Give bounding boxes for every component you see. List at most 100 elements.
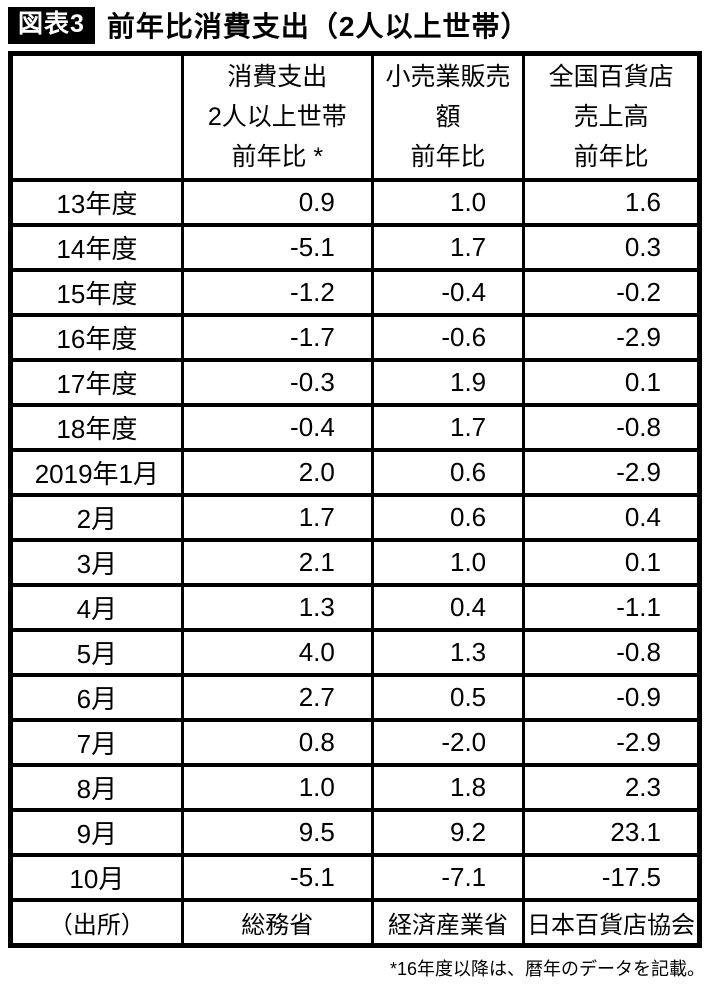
table-row: 14年度 -5.1 1.7 0.3: [9, 223, 701, 272]
value-cell: -1.2: [180, 268, 374, 317]
value-cell: 1.0: [180, 763, 374, 812]
table-row: 8月 1.0 1.8 2.3: [9, 763, 701, 812]
value-cell: -0.8: [522, 403, 701, 452]
row-label: 4月: [9, 583, 184, 632]
table-row: 13年度 0.9 1.0 1.6: [9, 178, 701, 227]
row-label: 10月: [9, 853, 184, 902]
table-row: 3月 2.1 1.0 0.1: [9, 538, 701, 587]
table-row: 2019年1月 2.0 0.6 -2.9: [9, 448, 701, 497]
column-header-consumption: 消費支出 2人以上世帯 前年比 *: [180, 51, 374, 182]
value-cell: 0.3: [522, 223, 701, 272]
value-cell: 2.1: [180, 538, 374, 587]
corner-cell: [9, 51, 184, 182]
value-cell: 0.4: [370, 583, 526, 632]
value-cell: -0.2: [522, 268, 701, 317]
column-header-line: 小売業販売: [385, 63, 511, 91]
value-cell: 0.8: [180, 718, 374, 767]
source-cell: 総務省: [180, 898, 374, 948]
row-label: 15年度: [9, 268, 184, 317]
value-cell: 1.0: [370, 538, 526, 587]
value-cell: 1.3: [180, 583, 374, 632]
row-label: 5月: [9, 628, 184, 677]
value-cell: 1.3: [370, 628, 526, 677]
value-cell: 1.0: [370, 178, 526, 227]
row-label: 8月: [9, 763, 184, 812]
column-header-line: 前年比 *: [231, 143, 324, 171]
value-cell: 0.1: [522, 538, 701, 587]
column-header-line: 消費支出: [227, 63, 328, 91]
column-header-line: 前年比: [410, 143, 486, 171]
figure-number-badge: 図表3: [8, 6, 95, 44]
value-cell: 0.5: [370, 673, 526, 722]
value-cell: 0.4: [522, 493, 701, 542]
footnote: *16年度以降は、暦年のデータを記載。: [389, 959, 705, 979]
page-title: 前年比消費支出（2人以上世帯）: [106, 11, 530, 42]
value-cell: 0.6: [370, 448, 526, 497]
value-cell: -0.9: [522, 673, 701, 722]
row-label: 18年度: [9, 403, 184, 452]
column-header-line: 前年比: [573, 143, 649, 171]
row-label: 14年度: [9, 223, 184, 272]
table-header: 消費支出 2人以上世帯 前年比 * 小売業販売 額 前年比 全国百貨店 売上高 …: [9, 51, 701, 182]
column-header-retail: 小売業販売 額 前年比: [370, 51, 526, 182]
value-cell: 0.9: [180, 178, 374, 227]
table-row: 4月 1.3 0.4 -1.1: [9, 583, 701, 632]
value-cell: 1.6: [522, 178, 701, 227]
value-cell: -0.6: [370, 313, 526, 362]
row-label: 17年度: [9, 358, 184, 407]
value-cell: -1.7: [180, 313, 374, 362]
value-cell: -2.9: [522, 718, 701, 767]
value-cell: -5.1: [180, 223, 374, 272]
value-cell: 1.9: [370, 358, 526, 407]
row-label: 7月: [9, 718, 184, 767]
consumption-data-table: 消費支出 2人以上世帯 前年比 * 小売業販売 額 前年比 全国百貨店 売上高 …: [8, 51, 702, 948]
column-header-line: 2人以上世帯: [207, 103, 347, 131]
table-row: 2月 1.7 0.6 0.4: [9, 493, 701, 542]
value-cell: 9.5: [180, 808, 374, 857]
value-cell: -2.9: [522, 448, 701, 497]
value-cell: 2.0: [180, 448, 374, 497]
value-cell: -7.1: [370, 853, 526, 902]
value-cell: -0.3: [180, 358, 374, 407]
value-cell: 1.7: [370, 403, 526, 452]
source-row-body: （出所） 総務省 経済産業省 日本百貨店協会: [9, 898, 701, 948]
table-body: 13年度 0.9 1.0 1.6 14年度 -5.1 1.7 0.3 15年度 -1.2 -0.4-…: [9, 178, 701, 902]
value-cell: 0.1: [522, 358, 701, 407]
row-label: 2019年1月: [9, 448, 184, 497]
value-cell: -17.5: [522, 853, 701, 902]
row-label: 6月: [9, 673, 184, 722]
value-cell: 1.7: [370, 223, 526, 272]
value-cell: 1.8: [370, 763, 526, 812]
table-row: 7月 0.8 -2.0 -2.9: [9, 718, 701, 767]
table-row: 10月 -5.1 -7.1 -17.5: [9, 853, 701, 902]
source-cell: 日本百貨店協会: [522, 898, 701, 948]
value-cell: -5.1: [180, 853, 374, 902]
value-cell: 1.7: [180, 493, 374, 542]
table-row: 9月 9.5 9.2 23.1: [9, 808, 701, 857]
table-row: 6月 2.7 0.5 -0.9: [9, 673, 701, 722]
source-row: （出所） 総務省 経済産業省 日本百貨店協会: [9, 898, 701, 948]
value-cell: 4.0: [180, 628, 374, 677]
column-header-line: 売上高: [573, 103, 649, 131]
value-cell: 2.7: [180, 673, 374, 722]
source-cell: 経済産業省: [370, 898, 526, 948]
value-cell: 2.3: [522, 763, 701, 812]
figure-title-bar: 図表3 前年比消費支出（2人以上世帯）: [8, 6, 710, 44]
row-label: 2月: [9, 493, 184, 542]
value-cell: -1.1: [522, 583, 701, 632]
value-cell: -2.0: [370, 718, 526, 767]
row-label: 13年度: [9, 178, 184, 227]
source-label: （出所）: [9, 898, 184, 948]
row-label: 9月: [9, 808, 184, 857]
table-row: 5月 4.0 1.3 -0.8: [9, 628, 701, 677]
row-label: 3月: [9, 538, 184, 587]
column-header-line: 全国百貨店: [548, 63, 674, 91]
value-cell: -0.4: [370, 268, 526, 317]
table-row: 18年度 -0.4 1.7 -0.8: [9, 403, 701, 452]
value-cell: 0.6: [370, 493, 526, 542]
value-cell: -0.4: [180, 403, 374, 452]
column-header-line: 額: [435, 103, 461, 131]
row-label: 16年度: [9, 313, 184, 362]
header-row: 消費支出 2人以上世帯 前年比 * 小売業販売 額 前年比 全国百貨店 売上高 …: [9, 51, 701, 182]
value-cell: -0.8: [522, 628, 701, 677]
